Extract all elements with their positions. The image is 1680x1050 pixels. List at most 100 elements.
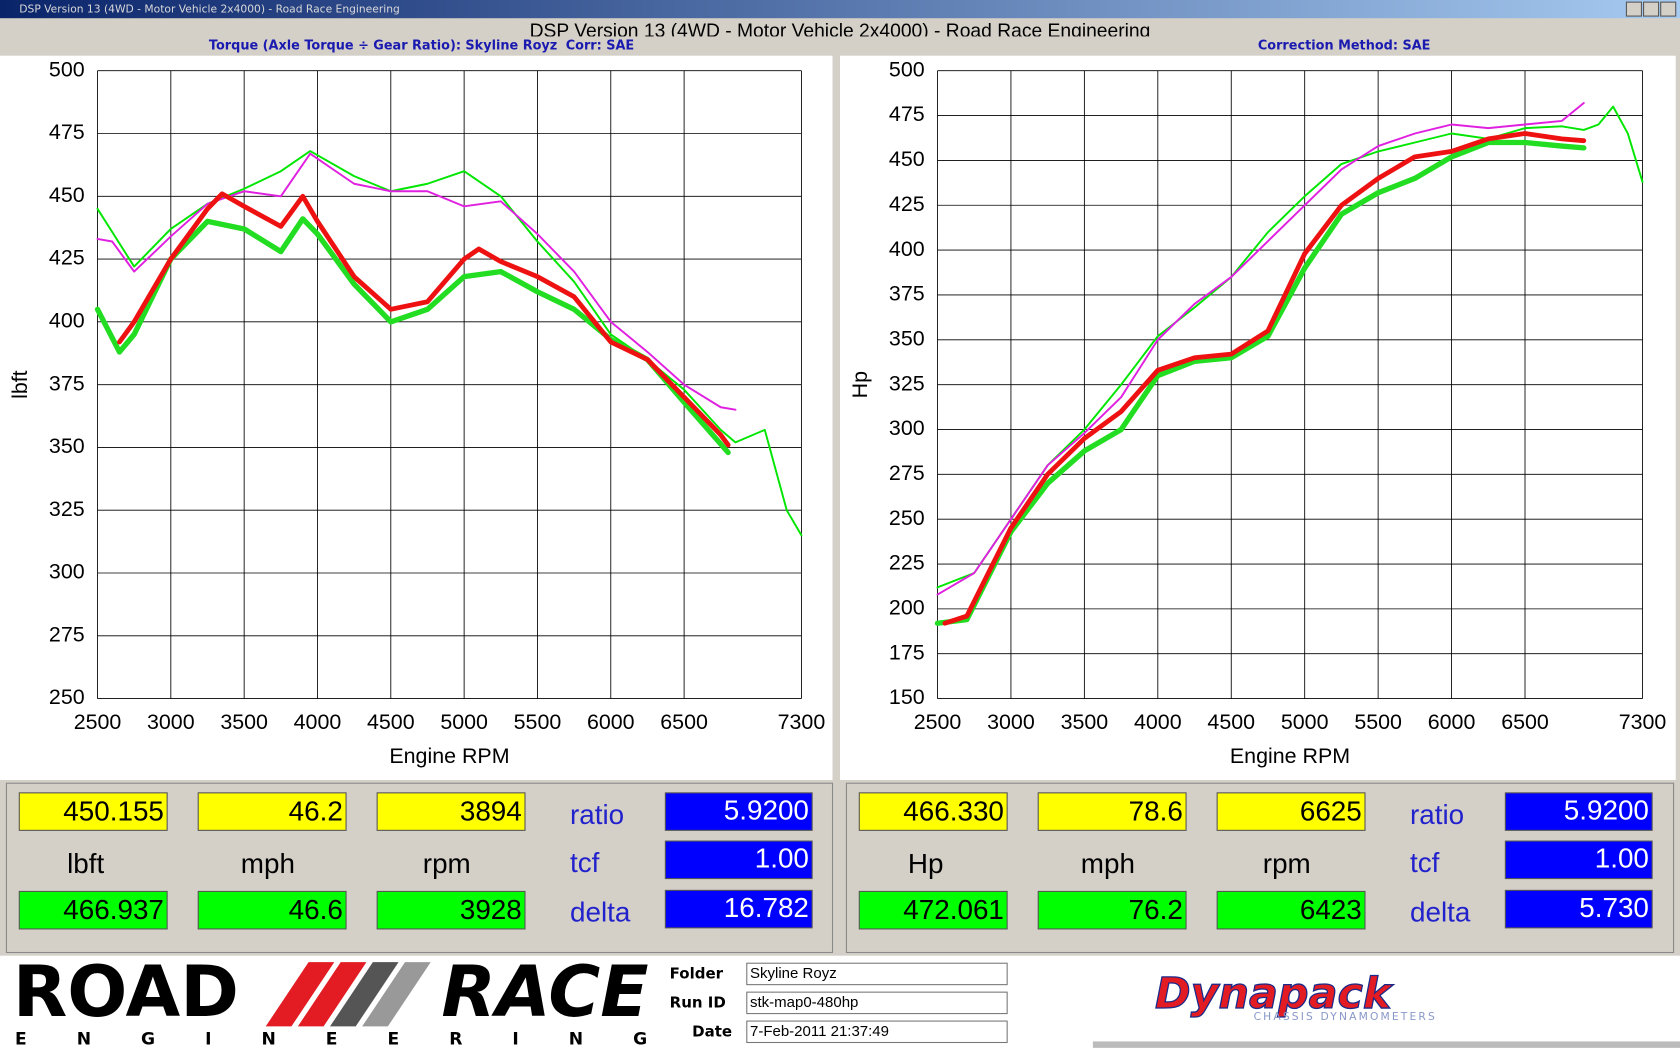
y-tick-label: 450: [49, 183, 85, 207]
y-tick-label: 425: [889, 192, 925, 216]
y-tick-label: 375: [49, 371, 85, 395]
unit-label: lbft: [67, 848, 104, 879]
y-tick-label: 300: [889, 416, 925, 440]
y-tick-label: 375: [889, 282, 925, 306]
logo-slash: [265, 962, 335, 1027]
x-tick-label: 2500: [914, 710, 962, 734]
x-tick-label: 6500: [1501, 710, 1549, 734]
field-label: Run ID: [670, 993, 726, 1011]
window-title: DSP Version 13 (4WD - Motor Vehicle 2x40…: [19, 3, 400, 16]
param-value: 5.9200: [1564, 795, 1649, 826]
field-value: Skyline Royz: [750, 965, 837, 982]
value: 6625: [1300, 796, 1362, 827]
param-box: [664, 889, 813, 929]
y-tick-label: 150: [889, 685, 925, 709]
y-tick-label: 275: [889, 461, 925, 485]
chart-subtitle: Corr: SAE: [566, 39, 635, 54]
series-line: [936, 105, 1644, 589]
unit-label: rpm: [1263, 848, 1311, 879]
y-tick-label: 175: [889, 640, 925, 664]
x-tick-label: 2500: [74, 710, 122, 734]
value: 3928: [460, 894, 522, 925]
value-box: [858, 890, 1008, 930]
unit-label: mph: [241, 848, 295, 879]
y-tick-label: 350: [49, 434, 85, 458]
value-box: [18, 792, 168, 831]
x-tick-label: 4500: [1207, 710, 1255, 734]
param-value: 5.730: [1579, 892, 1649, 923]
param-box: [664, 840, 813, 880]
field-box: [746, 991, 1008, 1015]
brand-subtitle: CHASSIS DYNAMOMETERS: [1254, 1010, 1437, 1023]
x-axis-label: Engine RPM: [389, 744, 509, 768]
param-value: 1.00: [755, 843, 809, 874]
minimize-button[interactable]: [1625, 1, 1642, 17]
value-box: [18, 890, 168, 930]
y-tick-label: 500: [889, 57, 925, 81]
y-tick-label: 500: [49, 57, 85, 81]
logo-road: ROAD: [13, 950, 239, 1033]
y-tick-label: 225: [889, 551, 925, 575]
param-value: 5.9200: [724, 795, 809, 826]
y-tick-label: 450: [889, 147, 925, 171]
x-tick-label: 6500: [660, 710, 708, 734]
value-box: [1037, 890, 1187, 930]
field-label: Folder: [670, 964, 724, 982]
y-tick-label: 200: [889, 596, 925, 620]
x-tick-label: 5500: [514, 710, 562, 734]
unit-label: mph: [1081, 848, 1135, 879]
logo-race: RACE: [441, 950, 648, 1033]
param-label: ratio: [1410, 799, 1464, 830]
field-value: stk-map0-480hp: [750, 994, 858, 1011]
value-box: [858, 792, 1008, 831]
x-tick-label: 5000: [1281, 710, 1329, 734]
value: 466.330: [903, 796, 1004, 827]
x-tick-label: 3500: [220, 710, 268, 734]
x-tick-label: 6000: [587, 710, 635, 734]
y-tick-label: 275: [49, 622, 85, 646]
value-box: [1216, 792, 1366, 831]
param-label: tcf: [1410, 847, 1440, 878]
param-label: delta: [570, 896, 631, 927]
field-label: Date: [692, 1022, 732, 1040]
header-band: [0, 36, 1680, 56]
value-box: [197, 890, 347, 930]
title-bar: [0, 0, 1680, 19]
y-axis-label: lbft: [8, 370, 32, 399]
series-line: [117, 191, 731, 448]
close-button[interactable]: [1660, 1, 1677, 17]
value-box: [1216, 890, 1366, 930]
x-tick-label: 4500: [367, 710, 415, 734]
restore-button[interactable]: [1643, 1, 1660, 17]
value: 78.6: [1129, 796, 1183, 827]
field-value: 7-Feb-2011 21:37:49: [750, 1023, 889, 1040]
y-tick-label: 325: [49, 497, 85, 521]
x-tick-label: 3000: [987, 710, 1035, 734]
y-tick-label: 300: [49, 560, 85, 584]
param-box: [1504, 840, 1653, 880]
x-tick-label: 7300: [778, 710, 826, 734]
param-value: 1.00: [1595, 843, 1649, 874]
chart-panel: [0, 55, 833, 780]
chart-title: Torque (Axle Torque ÷ Gear Ratio): Skyli…: [209, 39, 557, 54]
y-axis-label: Hp: [848, 371, 872, 398]
field-box: [746, 962, 1008, 986]
value: 472.061: [903, 894, 1004, 925]
param-box: [1504, 889, 1653, 929]
param-box: [664, 792, 813, 831]
y-tick-label: 400: [889, 237, 925, 261]
value: 450.155: [63, 796, 164, 827]
y-tick-label: 475: [889, 102, 925, 126]
y-tick-label: 350: [889, 326, 925, 350]
series-line: [934, 139, 1587, 626]
y-tick-label: 250: [49, 685, 85, 709]
param-label: delta: [1410, 896, 1471, 927]
param-label: tcf: [570, 847, 600, 878]
series-line: [942, 131, 1587, 626]
param-box: [1504, 792, 1653, 831]
field-box: [746, 1020, 1008, 1044]
x-tick-label: 5500: [1354, 710, 1402, 734]
value: 3894: [460, 796, 522, 827]
